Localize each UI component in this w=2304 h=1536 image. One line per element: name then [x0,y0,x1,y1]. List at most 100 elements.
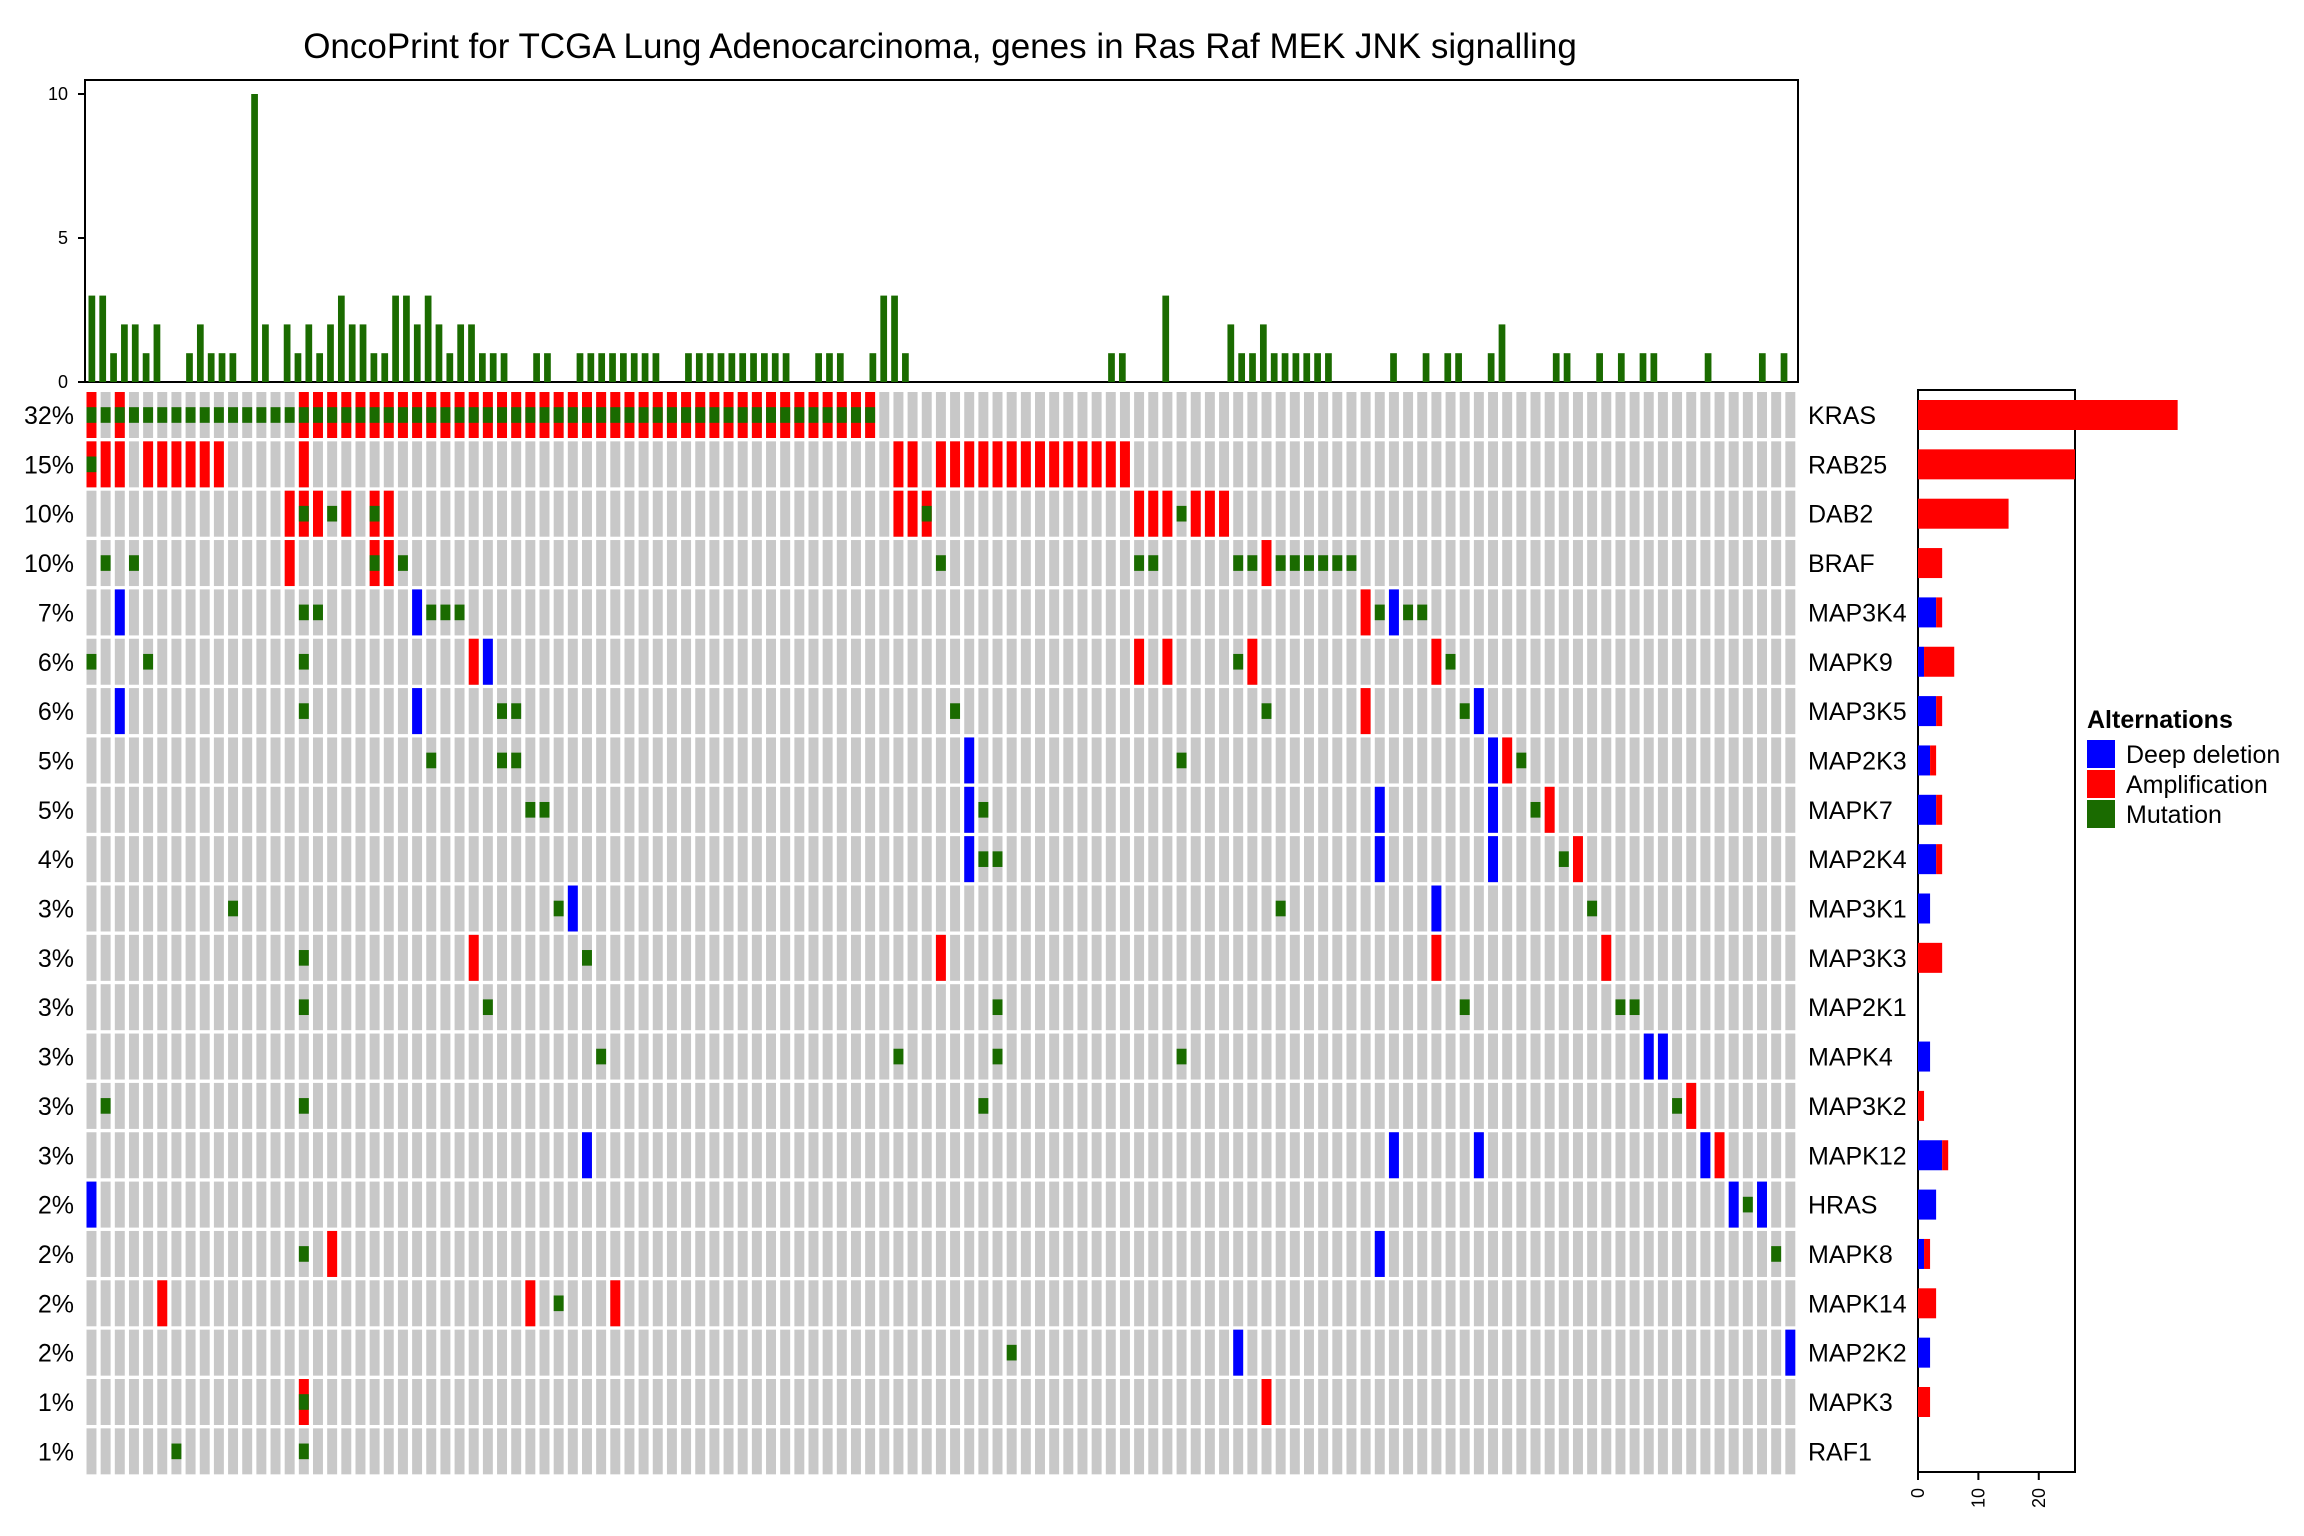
cell-bg [723,1428,734,1475]
right-bar-amplification [1918,942,1943,973]
cell-bg [1247,490,1258,537]
top-bar [1108,353,1115,382]
cell-bg [185,1181,196,1228]
right-bar-deletion [1918,597,1937,628]
top-bar [620,353,627,382]
cell-bg [751,1132,762,1179]
right-bar-deletion [1918,1238,1925,1269]
cell-bg [440,1082,451,1129]
cell-bg [143,836,154,883]
cell-bg [1757,1329,1767,1376]
cell-bg [1332,885,1343,932]
amplification-mark [1119,441,1130,488]
cell-bg [426,688,437,735]
cell-bg [1261,984,1272,1031]
mutation-mark [978,851,989,867]
cell-bg [567,1230,578,1277]
right-bar-amplification [1918,1288,1937,1319]
cell-bg [596,836,607,883]
cell-bg [1374,984,1385,1031]
cell-bg [1176,441,1187,488]
cell-bg [780,1280,791,1327]
mutation-mark [497,752,508,769]
top-bar [739,353,747,382]
cell-bg [1785,1428,1796,1475]
cell-bg [1332,1132,1343,1179]
cell-bg [978,688,989,735]
top-bar [229,353,237,382]
deep-deletion-mark [1488,836,1499,883]
cell-bg [1077,392,1088,438]
cell-bg [1190,885,1201,932]
cell-bg [737,1280,748,1327]
mutation-mark [383,407,394,423]
top-bar [771,353,779,382]
cell-bg [86,1428,97,1475]
cell-bg [1134,392,1145,438]
cell-bg [525,1132,536,1179]
cell-bg [128,984,139,1031]
cell-bg [836,490,847,537]
amplification-mark [1049,441,1060,488]
mutation-mark [1417,604,1428,621]
cell-bg [497,934,508,981]
cell-bg [228,441,239,488]
cell-bg [751,1033,762,1080]
cell-bg [1629,836,1640,883]
amplification-mark [1035,441,1045,488]
cell-bg [1544,885,1555,932]
cell-bg [327,885,338,932]
gene-row-hras [86,1181,1796,1228]
cell-bg [383,1280,394,1327]
top-bar [153,324,161,382]
cell-bg [313,885,323,932]
cell-bg [1629,885,1640,932]
mutation-mark [1304,555,1314,571]
cell-bg [1530,1033,1541,1080]
top-bar [761,353,768,382]
cell-bg [1204,934,1215,981]
cell-bg [581,540,592,587]
top-bar [1563,353,1571,382]
top-bar [587,353,595,382]
cell-bg [1219,589,1230,636]
cell-bg [355,1033,366,1080]
cell-bg [652,1181,663,1228]
cell-bg [383,885,394,932]
cell-bg [1233,1379,1244,1425]
cell-bg [935,1280,946,1327]
cell-bg [1700,786,1711,833]
top-bar [305,324,313,382]
cell-bg [879,786,890,833]
cell-bg [1289,836,1300,883]
cell-bg [482,836,493,883]
cell-bg [1190,1033,1201,1080]
cell-bg [666,1230,677,1277]
cell-bg [1657,1230,1668,1277]
cell-bg [1091,490,1102,537]
mutation-mark [100,1098,111,1114]
cell-bg [553,836,564,883]
cell-bg [454,1379,465,1425]
cell-bg [1473,1082,1484,1129]
cell-bg [1785,984,1796,1031]
cell-bg [1020,1132,1031,1179]
cell-bg [1105,984,1116,1031]
cell-bg [525,984,536,1031]
cell-bg [1771,786,1782,833]
cell-bg [454,540,465,587]
cell-bg [638,688,649,735]
cell-bg [1558,1230,1569,1277]
cell-bg [1204,1082,1215,1129]
cell-bg [921,589,932,636]
cell-bg [313,540,323,587]
cell-bg [171,836,182,883]
top-bar [1162,295,1170,382]
cell-bg [228,1230,239,1277]
cell-bg [794,786,805,833]
cell-bg [1105,934,1116,981]
cell-bg [1261,934,1272,981]
cell-bg [836,885,847,932]
cell-bg [638,885,649,932]
row-pct-map3k2: 3% [38,1093,74,1121]
